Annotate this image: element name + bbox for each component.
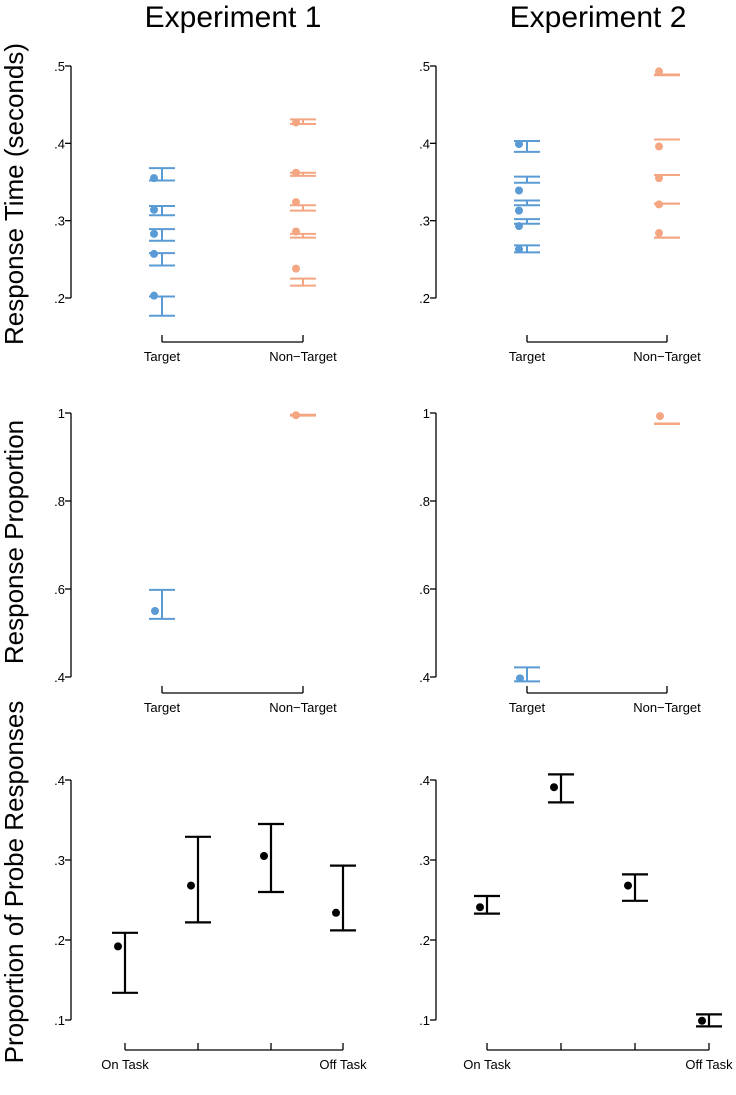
data-point [698, 1016, 706, 1025]
data-point [332, 908, 340, 917]
error-bar [330, 864, 356, 932]
panels: .2 .3 .4 .5 Target Non−Target .2 .3 .4 .5 Target No… [54, 59, 733, 1072]
y-tick-label: 1 [58, 406, 65, 421]
x-tick-label: Off Task [685, 1057, 733, 1072]
x-tick-label: Non−Target [633, 700, 701, 715]
y-tick-label: .1 [54, 1013, 65, 1028]
x-tick-label: Non−Target [269, 700, 337, 715]
x-tick-label: Non−Target [633, 349, 701, 364]
error-bar [290, 204, 316, 212]
data-point [292, 264, 300, 273]
x-tick-label: Off Task [319, 1057, 367, 1072]
y-tick-label: .2 [419, 291, 430, 306]
y-tick-label: .4 [54, 136, 65, 151]
data-point [655, 229, 663, 238]
y-tick-label: .1 [419, 1013, 430, 1028]
data-point [515, 206, 523, 215]
x-tick-label: Target [144, 349, 181, 364]
y-tick-label: .4 [419, 773, 430, 788]
error-bar [622, 873, 648, 902]
panel-4: .4 .6 .8 1 Target Non−Target [419, 406, 701, 715]
panel-2: .2 .3 .4 .5 Target Non−Target [419, 59, 701, 364]
data-point [292, 227, 300, 236]
data-point [515, 140, 523, 149]
y-tick-label: .8 [54, 494, 65, 509]
ylabel-probe-responses: Proportion of Probe Responses [0, 701, 29, 1064]
y-tick-label: 1 [423, 406, 430, 421]
y-tick-label: .2 [54, 933, 65, 948]
title-experiment-2: Experiment 2 [510, 1, 687, 34]
y-tick-label: .3 [54, 853, 65, 868]
error-bar [696, 1013, 722, 1028]
y-tick-label: .2 [54, 291, 65, 306]
data-point [150, 174, 158, 183]
data-point [151, 607, 159, 615]
data-point [260, 852, 268, 860]
y-tick-label: .4 [419, 670, 430, 685]
error-bar [474, 894, 500, 915]
y-tick-label: .2 [419, 933, 430, 948]
ylabel-response-proportion: Response Proportion [0, 420, 29, 664]
y-tick-label: .4 [54, 670, 65, 685]
y-tick-label: .6 [54, 582, 65, 597]
y-tick-label: .5 [54, 59, 65, 74]
x-tick-label: On Task [463, 1057, 511, 1072]
error-bar [185, 835, 211, 924]
data-point [655, 200, 663, 209]
x-tick-label: Target [144, 700, 181, 715]
data-point [655, 174, 663, 183]
error-bar [258, 822, 284, 894]
error-bar [514, 199, 540, 207]
x-tick-label: Non−Target [269, 349, 337, 364]
error-bar [514, 175, 540, 184]
data-point [515, 186, 523, 195]
data-point [655, 67, 663, 76]
data-point [150, 229, 158, 238]
x-tick-label: Target [509, 700, 546, 715]
panel-6: .1 .2 .3 .4 On Task Off Task [419, 773, 733, 1072]
x-tick-label: Target [509, 349, 546, 364]
data-point [187, 881, 195, 890]
error-bar [548, 773, 574, 804]
panel-1: .2 .3 .4 .5 Target Non−Target [54, 59, 337, 364]
data-point [655, 142, 663, 151]
y-tick-label: .3 [419, 853, 430, 868]
data-point [656, 412, 664, 421]
data-point [292, 118, 300, 127]
error-bar [149, 228, 175, 242]
y-tick-label: .6 [419, 582, 430, 597]
data-point [292, 411, 300, 420]
error-bar [290, 277, 316, 287]
data-point [516, 674, 524, 683]
data-point [150, 291, 158, 300]
panel-3: .4 .6 .8 1 Target Non−Target [54, 406, 337, 715]
x-tick-label: On Task [101, 1057, 149, 1072]
data-point [624, 881, 632, 890]
y-tick-label: .3 [419, 214, 430, 229]
y-tick-label: .3 [54, 214, 65, 229]
panel-5: .1 .2 .3 .4 On Task Off Task [54, 773, 367, 1072]
data-point [292, 168, 300, 177]
data-point [550, 783, 558, 792]
title-experiment-1: Experiment 1 [145, 1, 322, 34]
y-tick-label: .4 [419, 136, 430, 151]
error-bar [149, 588, 175, 620]
data-point [150, 205, 158, 214]
y-tick-label: .5 [419, 59, 430, 74]
error-bar [112, 931, 138, 994]
data-point [150, 249, 158, 258]
data-point [114, 942, 122, 951]
y-tick-label: .8 [419, 494, 430, 509]
data-point [515, 222, 523, 231]
data-point [292, 198, 300, 207]
ylabel-response-time: Response Time (seconds) [0, 43, 29, 345]
data-point [476, 903, 484, 912]
data-point [515, 245, 523, 254]
y-tick-label: .4 [54, 773, 65, 788]
